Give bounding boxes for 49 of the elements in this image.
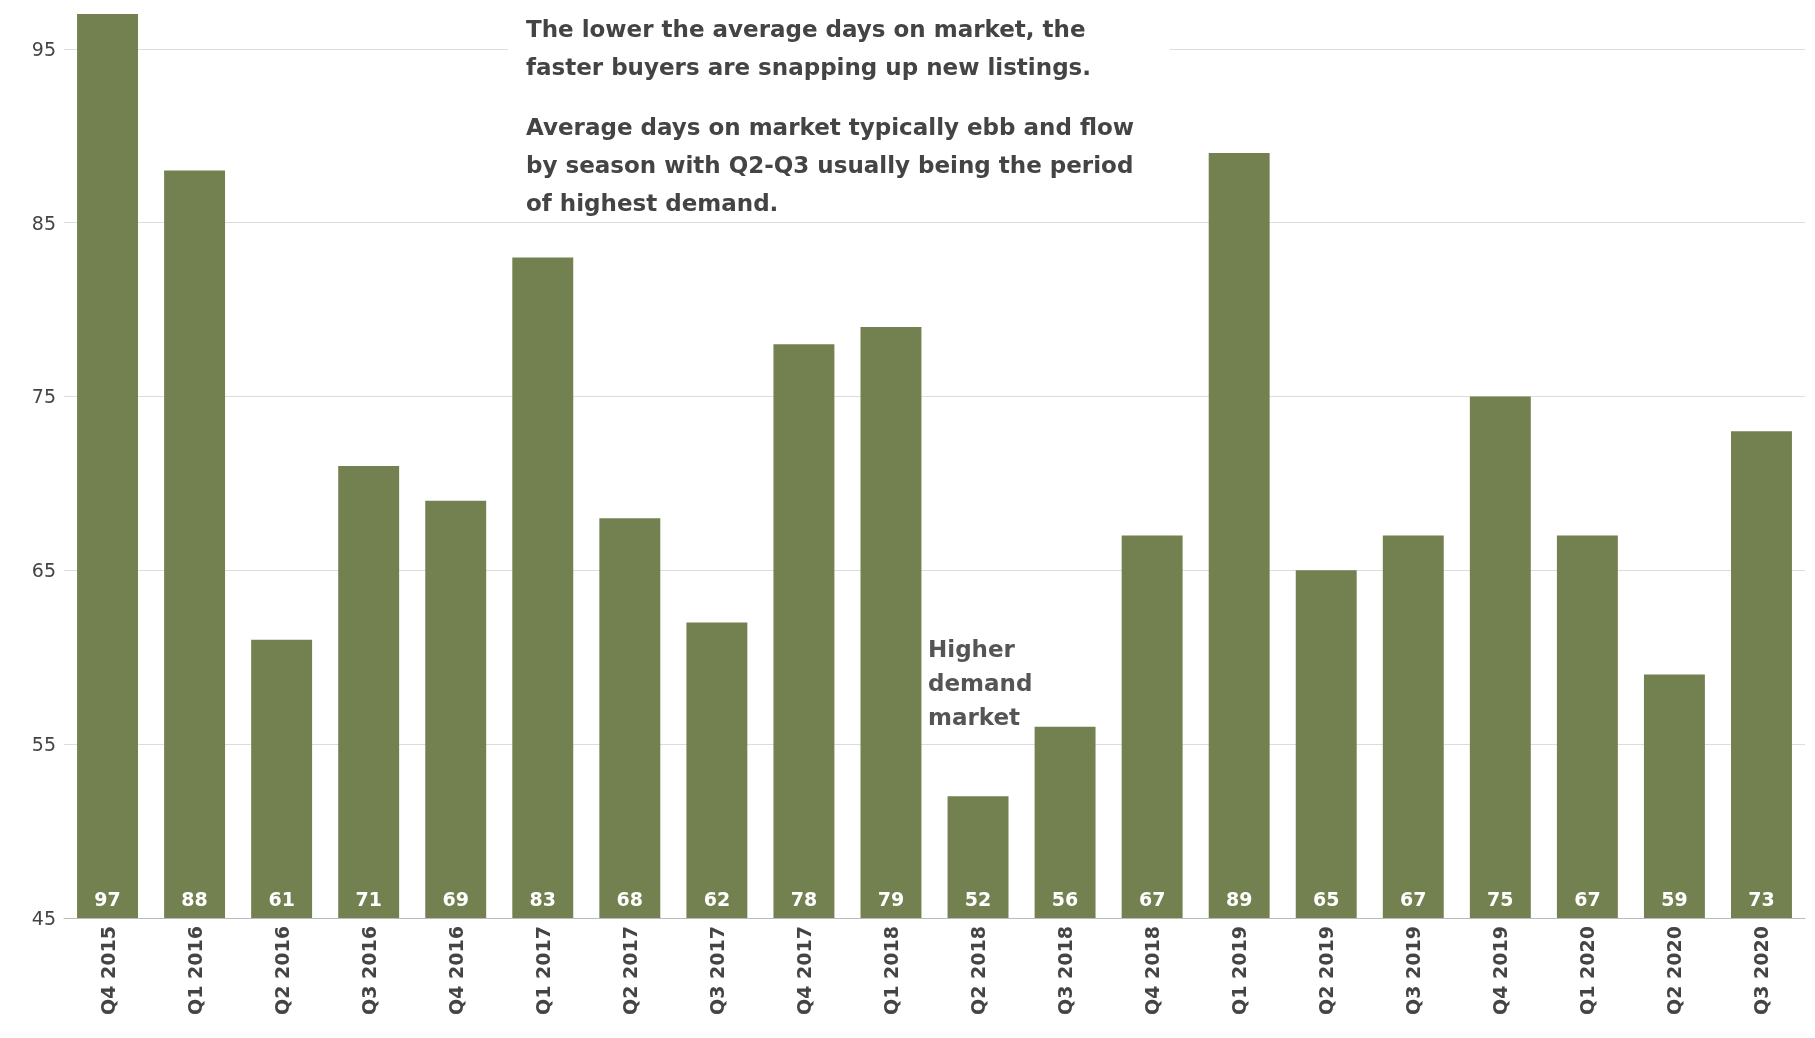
data-label: 75 bbox=[1487, 887, 1514, 910]
x-tick-label: Q3 2018 bbox=[1054, 926, 1077, 1015]
data-label: 56 bbox=[1051, 887, 1079, 910]
data-label: 78 bbox=[790, 887, 818, 910]
data-label: 71 bbox=[355, 887, 382, 910]
x-tick-label: Q1 2018 bbox=[879, 926, 902, 1015]
data-label: 61 bbox=[268, 887, 295, 910]
data-label: 52 bbox=[964, 887, 992, 910]
data-label: 59 bbox=[1661, 887, 1688, 910]
annotation: Higher demand market bbox=[928, 636, 1041, 730]
x-tick-label: Q4 2018 bbox=[1141, 926, 1164, 1015]
data-label: 65 bbox=[1313, 887, 1340, 910]
x-tick-label: Q2 2020 bbox=[1663, 926, 1686, 1015]
data-label: 67 bbox=[1574, 887, 1601, 910]
data-label: 97 bbox=[94, 887, 121, 910]
x-tick-label: Q4 2015 bbox=[96, 926, 119, 1015]
data-label: 68 bbox=[616, 887, 644, 910]
data-label: 88 bbox=[181, 887, 208, 910]
x-tick-label: Q1 2019 bbox=[1228, 926, 1251, 1015]
data-label: 67 bbox=[1400, 887, 1427, 910]
x-tick-label: Q4 2016 bbox=[444, 926, 467, 1015]
annotation: Average days on market typically ebb and flow by season with Q2-Q3 usually being the period of highest demand. bbox=[526, 114, 1143, 216]
x-tick-label: Q1 2020 bbox=[1576, 926, 1599, 1015]
x-tick-label: Q2 2016 bbox=[270, 926, 293, 1015]
data-label: 62 bbox=[703, 887, 731, 910]
y-tick-label: 95 bbox=[31, 37, 56, 60]
x-tick-label: Q3 2016 bbox=[357, 926, 380, 1015]
x-tick-label: Q2 2018 bbox=[967, 926, 990, 1015]
annotation: The lower the average days on market, the faster buyers are snapping up new listings. bbox=[526, 16, 1094, 80]
y-tick-label: 55 bbox=[31, 733, 56, 756]
data-label: 73 bbox=[1748, 887, 1775, 910]
y-tick-label: 75 bbox=[31, 385, 56, 408]
data-label: 69 bbox=[442, 887, 469, 910]
x-tick-label: Q3 2017 bbox=[705, 926, 728, 1015]
x-tick-label: Q4 2019 bbox=[1489, 926, 1512, 1015]
x-tick-label: Q2 2019 bbox=[1315, 926, 1338, 1015]
x-tick-label: Q3 2019 bbox=[1402, 926, 1425, 1015]
x-tick-label: Q2 2017 bbox=[618, 926, 641, 1015]
x-tick-label: Q1 2017 bbox=[531, 926, 554, 1015]
y-tick-label: 65 bbox=[31, 559, 56, 582]
y-tick-label: 85 bbox=[31, 211, 56, 234]
data-label: 89 bbox=[1225, 887, 1253, 910]
x-tick-label: Q1 2016 bbox=[183, 926, 206, 1015]
data-label: 79 bbox=[877, 887, 905, 910]
data-label: 83 bbox=[529, 887, 556, 910]
y-tick-label: 45 bbox=[31, 907, 56, 929]
x-tick-label: Q4 2017 bbox=[792, 926, 815, 1015]
data-label: 67 bbox=[1138, 887, 1166, 910]
x-tick-label: Q3 2020 bbox=[1750, 926, 1773, 1015]
